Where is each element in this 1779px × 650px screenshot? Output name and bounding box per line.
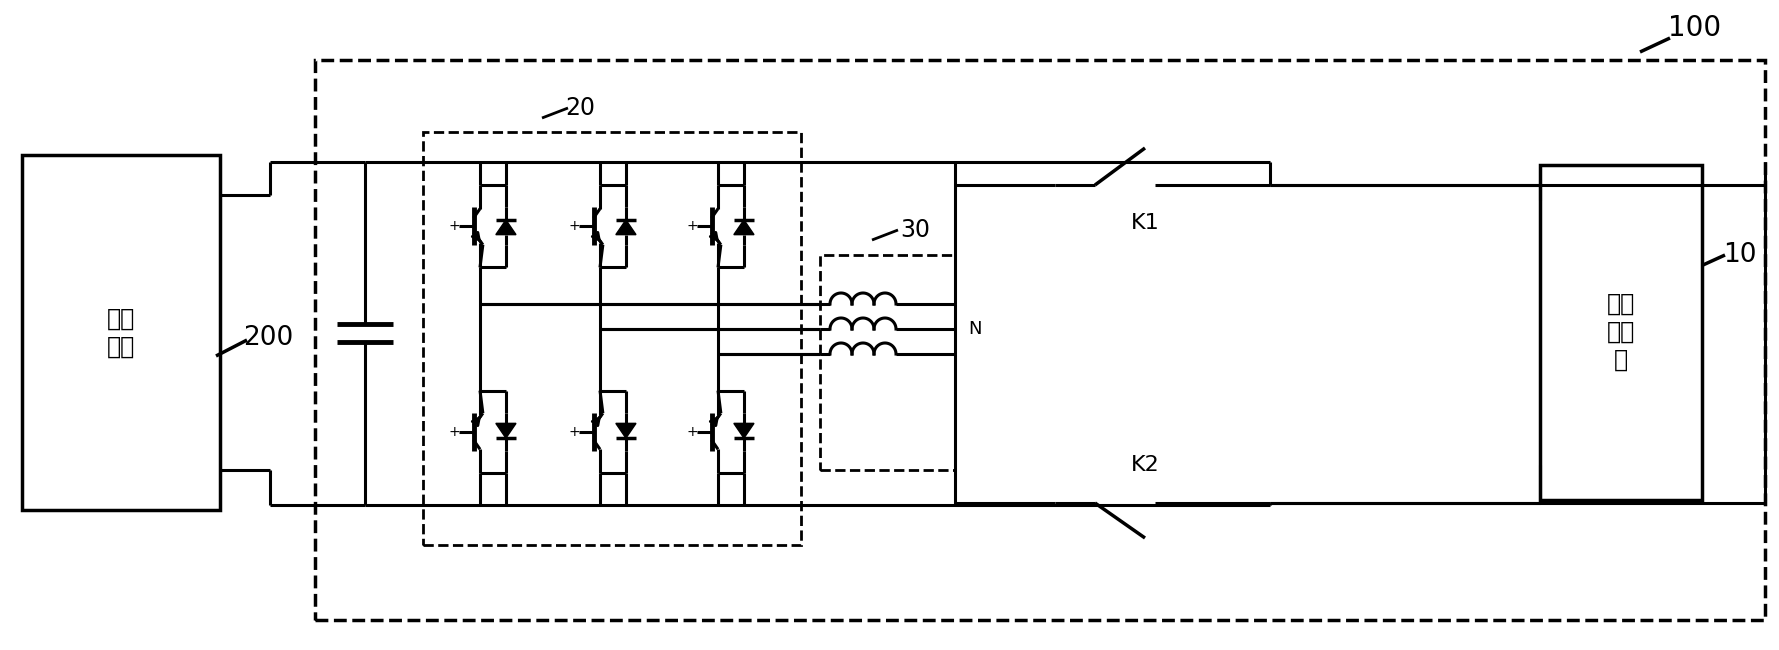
Text: +: + — [568, 219, 580, 233]
Text: K1: K1 — [1131, 213, 1160, 233]
Text: 10: 10 — [1724, 242, 1756, 268]
Bar — [820, 255, 955, 470]
Polygon shape — [496, 423, 516, 438]
Bar — [423, 132, 801, 545]
Polygon shape — [735, 423, 754, 438]
Text: K2: K2 — [1131, 455, 1160, 475]
Text: +: + — [687, 219, 697, 233]
Text: +: + — [687, 425, 697, 439]
Text: +: + — [448, 425, 461, 439]
Polygon shape — [496, 220, 516, 235]
Text: N: N — [968, 320, 982, 338]
Bar — [315, 60, 1765, 620]
Text: 20: 20 — [566, 96, 594, 120]
Polygon shape — [735, 220, 754, 235]
Text: 100: 100 — [1669, 14, 1722, 42]
Text: 动力
电池: 动力 电池 — [107, 307, 135, 359]
Text: +: + — [568, 425, 580, 439]
Text: 30: 30 — [900, 218, 930, 242]
Polygon shape — [616, 220, 637, 235]
Text: 第一
充电
口: 第一 充电 口 — [1606, 292, 1635, 372]
Bar — [1541, 165, 1703, 500]
Polygon shape — [616, 423, 637, 438]
Bar — [21, 155, 221, 510]
Text: +: + — [448, 219, 461, 233]
Text: 200: 200 — [244, 325, 294, 351]
